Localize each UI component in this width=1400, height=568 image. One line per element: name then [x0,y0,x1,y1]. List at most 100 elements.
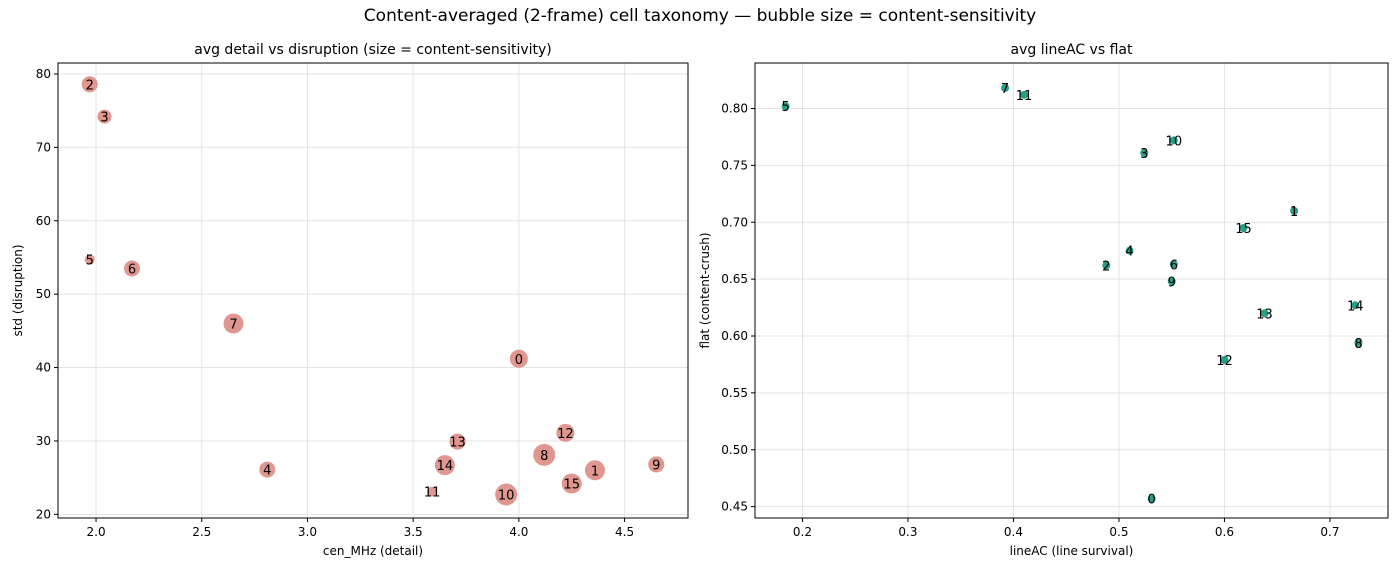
y-axis-title: std (disruption) [11,244,25,336]
point-label: 11 [1016,89,1033,104]
data-point [561,473,582,494]
point-label: 8 [1354,337,1362,352]
y-tick-label: 0.70 [721,215,748,229]
point-label: 0 [1148,493,1156,508]
data-point [1351,301,1360,310]
x-tick-label: 3.0 [298,525,317,539]
point-label: 7 [1001,82,1009,97]
y-tick-label: 60 [36,214,51,228]
data-point [223,313,244,334]
x-tick-label: 4.5 [615,525,634,539]
x-tick-label: 0.4 [1004,525,1023,539]
data-point [427,486,438,497]
point-label: 5 [781,100,789,115]
point-label: 1 [591,464,599,479]
data-point [1020,90,1029,99]
x-tick-label: 0.5 [1109,525,1128,539]
data-point [1169,260,1178,269]
data-point [1290,206,1299,215]
point-label: 10 [498,489,515,504]
point-label: 12 [557,427,574,442]
point-label: 13 [449,436,466,451]
x-axis-title: lineAC (line survival) [1010,544,1134,558]
panel-title: avg detail vs disruption (size = content… [194,42,552,58]
point-label: 7 [229,318,237,333]
y-tick-label: 0.55 [721,386,748,400]
x-tick-label: 0.7 [1320,525,1339,539]
data-point [1239,223,1248,232]
point-label: 11 [424,486,441,501]
y-tick-label: 0.65 [721,272,748,286]
data-point [1125,246,1134,255]
point-label: 6 [1170,258,1178,273]
data-point [495,483,518,506]
x-tick-label: 0.6 [1215,525,1234,539]
y-tick-label: 80 [36,67,51,81]
y-tick-label: 70 [36,140,51,154]
x-tick-label: 3.5 [404,525,423,539]
data-point [81,76,98,93]
data-point [1167,277,1176,286]
data-point [449,433,466,450]
point-label: 15 [1235,222,1252,237]
panel-title: avg lineAC vs flat [1011,42,1133,58]
y-tick-label: 0.50 [721,443,748,457]
data-point [1260,309,1269,318]
data-point [434,455,455,476]
point-label: 14 [437,459,454,474]
axes-frame [754,62,1389,519]
data-point [1169,136,1178,145]
point-label: 0 [515,353,523,368]
point-label: 9 [1168,275,1176,290]
y-axis-title: flat (content-crush) [698,232,712,348]
x-tick-label: 4.0 [509,525,528,539]
x-tick-label: 0.3 [898,525,917,539]
data-point [781,102,790,111]
data-point [1140,148,1149,157]
y-tick-label: 0.80 [721,102,748,116]
point-label: 9 [652,458,660,473]
point-label: 10 [1166,134,1183,149]
figure-suptitle: Content-averaged (2-frame) cell taxonomy… [363,6,1037,26]
data-point [1001,84,1010,93]
point-label: 14 [1347,299,1364,314]
point-label: 4 [263,464,271,479]
point-label: 12 [1216,354,1233,369]
point-label: 15 [563,478,580,493]
y-tick-label: 50 [36,287,51,301]
y-tick-label: 20 [36,507,51,521]
point-label: 2 [1102,259,1110,274]
data-point [84,254,95,265]
chart-panel-2: 0.2 0.3 0.4 0.5 0.6 0.7 0.45 0.50 0.55 0.60 0.65 0.… [698,42,1389,558]
point-label: 3 [100,111,108,126]
point-label: 2 [86,78,94,93]
data-point [1220,355,1229,364]
x-tick-label: 0.2 [793,525,812,539]
data-point [259,461,276,478]
data-point [556,423,575,442]
point-label: 3 [1140,147,1148,162]
data-point [533,443,556,466]
point-label: 6 [128,262,136,277]
data-point [1147,494,1156,503]
data-point [509,349,528,368]
point-label: 5 [86,254,94,269]
y-tick-label: 0.75 [721,158,748,172]
data-point [123,260,140,277]
y-tick-label: 0.45 [721,500,748,514]
axes-frame [57,62,689,519]
data-point [584,460,605,481]
chart-panel-1: 2.0 2.5 3.0 3.5 4.0 4.52030405060708001234567… [11,42,689,558]
data-point [97,109,112,124]
x-tick-label: 2.5 [192,525,211,539]
point-label: 4 [1125,245,1133,260]
data-point [1354,338,1363,347]
point-label: 8 [540,449,548,464]
point-label: 13 [1256,307,1273,322]
data-point [1102,261,1111,270]
point-label: 1 [1290,205,1298,220]
data-point [648,456,665,473]
x-tick-label: 2.0 [87,525,106,539]
y-tick-label: 40 [36,361,51,375]
